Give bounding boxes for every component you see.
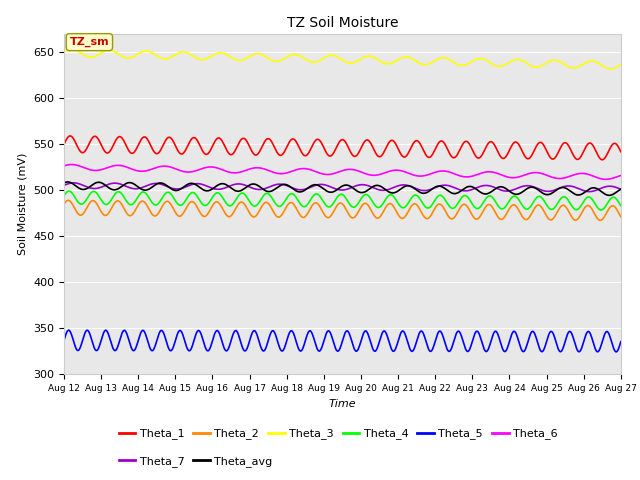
Line: Theta_7: Theta_7 (64, 183, 621, 192)
Theta_5 (60, 337, 68, 343)
Theta_3 (318, 56, 326, 62)
Theta_3 (617, 62, 625, 68)
Theta_1 (67, 133, 74, 139)
Theta_7 (378, 187, 385, 193)
Theta_4 (597, 207, 605, 213)
Theta_4 (297, 202, 305, 207)
Line: Theta_4: Theta_4 (64, 191, 621, 210)
Theta_5 (308, 331, 316, 336)
Theta_avg (617, 186, 625, 192)
Theta_4 (617, 203, 625, 208)
X-axis label: Time: Time (328, 399, 356, 408)
Theta_2 (596, 217, 604, 223)
Theta_4 (126, 202, 134, 207)
Theta_7 (60, 182, 68, 188)
Theta_5 (65, 327, 72, 333)
Theta_4 (308, 194, 316, 200)
Theta_7 (308, 184, 316, 190)
Theta_3 (126, 55, 134, 60)
Theta_5 (378, 333, 385, 338)
Theta_2 (378, 212, 385, 218)
Theta_7 (617, 186, 625, 192)
Theta_5 (297, 348, 305, 354)
Theta_avg (104, 184, 111, 190)
Theta_avg (297, 189, 305, 195)
Theta_6 (126, 166, 134, 171)
Theta_avg (308, 182, 316, 188)
Text: TZ_sm: TZ_sm (70, 37, 109, 47)
Theta_avg (126, 180, 134, 186)
Theta_5 (318, 344, 326, 349)
Theta_2 (308, 203, 316, 208)
Line: Theta_5: Theta_5 (64, 330, 621, 352)
Line: Theta_2: Theta_2 (64, 200, 621, 220)
Theta_7 (586, 189, 593, 194)
Theta_7 (297, 187, 305, 192)
Theta_6 (60, 163, 68, 168)
Y-axis label: Soil Moisture (mV): Soil Moisture (mV) (17, 153, 28, 255)
Theta_6 (378, 171, 385, 177)
Theta_1 (308, 143, 316, 149)
Theta_3 (607, 66, 614, 72)
Legend: Theta_7, Theta_avg: Theta_7, Theta_avg (114, 451, 277, 471)
Theta_3 (68, 47, 76, 52)
Theta_5 (617, 339, 625, 345)
Line: Theta_1: Theta_1 (64, 136, 621, 160)
Theta_1 (104, 150, 111, 156)
Theta_2 (297, 213, 305, 218)
Theta_4 (104, 201, 111, 207)
Theta_avg (60, 180, 68, 186)
Theta_2 (126, 213, 134, 218)
Theta_1 (617, 149, 625, 155)
Theta_3 (104, 48, 111, 53)
Theta_5 (126, 341, 134, 347)
Theta_4 (60, 193, 68, 199)
Theta_4 (318, 197, 326, 203)
Theta_5 (104, 329, 111, 335)
Theta_3 (60, 49, 68, 55)
Theta_6 (297, 166, 305, 172)
Theta_6 (602, 177, 610, 182)
Theta_3 (378, 59, 385, 65)
Theta_avg (318, 185, 326, 191)
Theta_6 (68, 162, 76, 168)
Theta_1 (60, 141, 68, 147)
Theta_7 (318, 181, 326, 187)
Theta_7 (126, 185, 134, 191)
Theta_1 (318, 141, 326, 147)
Theta_4 (65, 188, 73, 194)
Line: Theta_3: Theta_3 (64, 49, 621, 69)
Theta_6 (617, 173, 625, 179)
Line: Theta_6: Theta_6 (64, 165, 621, 180)
Theta_7 (70, 180, 77, 186)
Theta_4 (378, 203, 385, 209)
Line: Theta_avg: Theta_avg (64, 182, 621, 195)
Theta_7 (104, 182, 111, 188)
Theta_2 (104, 212, 111, 217)
Theta_6 (308, 168, 316, 173)
Theta_1 (598, 157, 606, 163)
Theta_3 (308, 59, 316, 65)
Theta_avg (605, 192, 613, 198)
Theta_1 (126, 149, 134, 155)
Theta_5 (612, 349, 620, 355)
Theta_1 (378, 153, 385, 159)
Theta_1 (297, 147, 305, 153)
Theta_6 (318, 171, 326, 177)
Theta_2 (318, 208, 326, 214)
Theta_6 (104, 165, 111, 170)
Theta_2 (64, 197, 72, 203)
Theta_2 (617, 214, 625, 220)
Theta_3 (297, 53, 305, 59)
Title: TZ Soil Moisture: TZ Soil Moisture (287, 16, 398, 30)
Theta_avg (378, 184, 385, 190)
Theta_avg (64, 179, 72, 185)
Theta_2 (60, 201, 68, 207)
